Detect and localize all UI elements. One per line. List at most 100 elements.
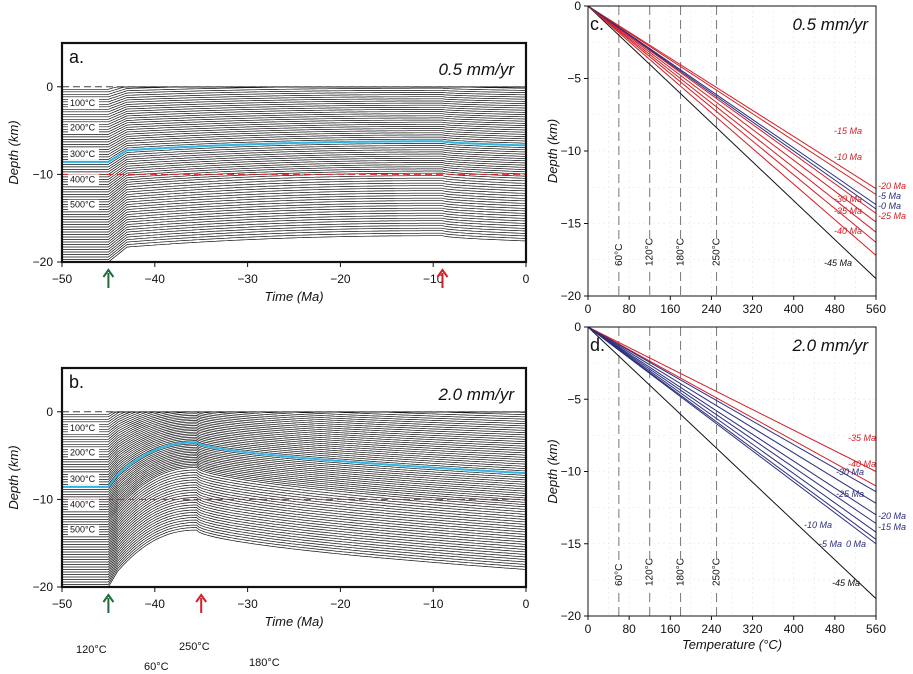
isotherm-line	[62, 440, 526, 485]
x-tick-label: −50	[52, 272, 73, 286]
y-axis-label: Depth (km)	[545, 119, 560, 183]
temperature-marker-label: 250°C	[712, 558, 723, 586]
isotherm-line	[62, 504, 526, 563]
profile-label: 0 Ma	[846, 539, 866, 549]
profile--20-Ma	[587, 5, 877, 214]
isotherm-line	[62, 111, 526, 128]
isotherm-label-bg	[68, 122, 99, 134]
isotherm-line	[62, 100, 526, 115]
y-tick-label: −5	[567, 72, 581, 86]
y-tick-label: −10	[33, 492, 54, 506]
profile--10-Ma	[587, 326, 877, 533]
isotherm-line	[62, 197, 526, 225]
isotherm-line	[62, 215, 526, 243]
isotherm-line	[62, 458, 526, 513]
isotherm-line	[62, 416, 526, 450]
profile--45-Ma	[587, 326, 877, 600]
isotherm-line	[62, 436, 526, 480]
isotherm-line	[62, 425, 526, 463]
profile--40-Ma	[587, 326, 877, 487]
isotherm-line	[62, 177, 526, 205]
isotherm-line	[62, 411, 526, 433]
profile-0-Ma	[587, 326, 877, 545]
isotherm-line	[62, 205, 526, 233]
profile--30-Ma	[587, 326, 877, 493]
temperature-marker-label: 60°C	[614, 244, 625, 266]
isotherm-label-bg	[68, 98, 99, 110]
isotherm-line	[62, 119, 526, 138]
isotherm-line	[62, 212, 526, 240]
isotherm-line	[62, 517, 526, 575]
isotherm-label-bg	[68, 148, 99, 160]
x-tick-label: 560	[866, 622, 886, 636]
temperature-marker-label: 180°C	[676, 238, 687, 266]
y-tick-label: −15	[561, 537, 582, 551]
y-tick-label: 0	[46, 405, 53, 419]
isotherm-line	[62, 446, 526, 495]
isotherm-line	[62, 450, 526, 500]
isotherm-line	[62, 175, 526, 203]
y-tick-label: −10	[561, 144, 582, 158]
profile--20-Ma	[587, 326, 877, 516]
isotherm-line	[62, 138, 526, 160]
isotherm-label: 300°C	[70, 474, 96, 484]
profile-label: -0 Ma	[878, 201, 901, 211]
isotherm-line	[62, 431, 526, 473]
x-tick-label: −20	[330, 272, 351, 286]
isotherm-line	[62, 210, 526, 238]
isotherm-label-bg	[68, 499, 99, 511]
isotherm-line	[62, 457, 526, 510]
isotherm-line	[62, 185, 526, 213]
y-tick-label: 0	[574, 320, 581, 334]
isotherm-line	[62, 222, 526, 250]
isotherm-line	[62, 455, 526, 508]
event-arrow-icon	[102, 593, 115, 603]
profile-label: -40 Ma	[834, 226, 862, 236]
isotherm-line	[62, 217, 526, 245]
isotherm-line	[62, 411, 526, 438]
isotherm-line	[62, 187, 526, 215]
profile--15-Ma	[587, 326, 877, 524]
isotherm-line	[62, 94, 526, 108]
isotherm-line	[62, 192, 526, 220]
y-axis-label: Depth (km)	[6, 120, 21, 184]
panel-label: d.	[590, 335, 605, 355]
isotherm-line	[62, 509, 526, 568]
isotherm-line	[62, 477, 526, 535]
temperature-marker-label-bg	[709, 560, 722, 590]
isotherm-line	[62, 469, 526, 528]
isotherm-line	[62, 448, 526, 498]
event-arrow-icon	[102, 268, 115, 278]
profile-label: -10 Ma	[804, 520, 832, 530]
isotherm-line	[62, 166, 526, 193]
isotherm-line	[62, 484, 526, 543]
footer-label-60: 60°C	[144, 661, 169, 673]
isotherm-line	[62, 426, 526, 465]
isotherm-line	[62, 524, 526, 583]
isotherm-line	[62, 98, 526, 113]
profile--15-Ma	[587, 5, 877, 190]
profile-label: -20 Ma	[878, 511, 906, 521]
x-tick-label: −10	[423, 597, 444, 611]
isotherm-label: 400°C	[70, 499, 96, 509]
isotherm-line	[62, 123, 526, 143]
isotherm-line	[62, 202, 526, 230]
y-tick-label: −20	[33, 255, 54, 269]
profile--40-Ma	[587, 5, 877, 256]
isotherm-line	[62, 207, 526, 235]
x-tick-label: 0	[585, 622, 592, 636]
rate-label: 2.0 mm/yr	[437, 385, 515, 404]
isotherm-line	[62, 489, 526, 548]
isotherm-line	[62, 438, 526, 483]
temperature-marker-label: 120°C	[645, 558, 656, 586]
isotherm-line	[62, 128, 526, 148]
isotherm-line	[62, 121, 526, 140]
isotherm-line	[62, 230, 526, 258]
isotherm-line	[62, 200, 526, 228]
x-tick-label: 320	[743, 302, 763, 316]
temperature-marker-label: 120°C	[645, 238, 656, 266]
isotherm-label: 200°C	[70, 123, 96, 133]
plot-frame	[60, 41, 528, 264]
isotherm-line	[62, 430, 526, 470]
x-tick-label: −50	[52, 597, 73, 611]
